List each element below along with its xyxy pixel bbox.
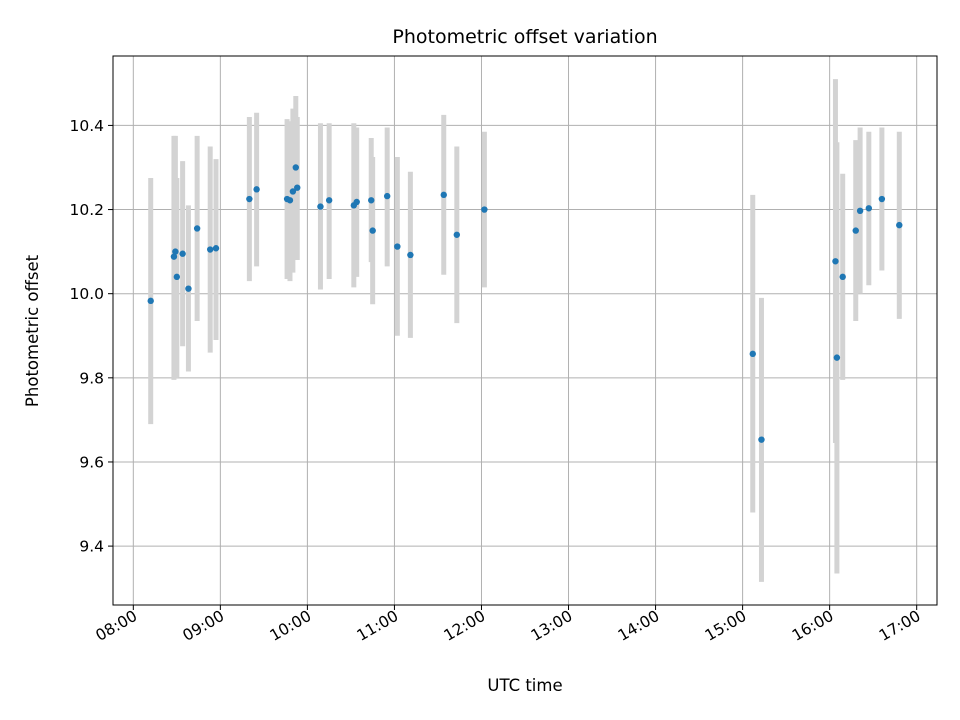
data-point xyxy=(185,285,192,292)
data-point xyxy=(147,297,154,305)
data-point xyxy=(172,248,179,255)
chart-title: Photometric offset variation xyxy=(392,26,657,48)
data-point xyxy=(749,350,756,358)
data-point xyxy=(394,243,401,250)
y-axis-ticks: 9.4 9.6 9.8 10.0 10.2 10.4 xyxy=(69,117,113,556)
data-point xyxy=(383,192,391,200)
y-tick-label: 10.2 xyxy=(69,201,104,219)
data-point xyxy=(368,197,375,204)
x-axis-label: UTC time xyxy=(487,676,562,695)
data-point xyxy=(856,207,864,215)
y-tick-label: 9.8 xyxy=(79,369,104,387)
data-point xyxy=(878,195,886,203)
data-point xyxy=(206,246,214,253)
data-point xyxy=(246,195,253,203)
data-point xyxy=(369,227,376,234)
data-point xyxy=(317,203,324,210)
data-point xyxy=(289,188,297,195)
y-tick-label: 9.6 xyxy=(79,453,104,471)
data-point xyxy=(832,258,839,265)
data-point xyxy=(839,273,846,281)
y-tick-label: 10.4 xyxy=(69,117,104,135)
data-point xyxy=(758,436,765,443)
data-point xyxy=(453,231,461,238)
data-point xyxy=(833,354,841,361)
data-point xyxy=(193,225,201,232)
data-point xyxy=(865,205,873,212)
data-points xyxy=(147,164,903,443)
data-point xyxy=(407,251,414,259)
data-point xyxy=(481,206,488,213)
data-point xyxy=(353,198,360,206)
data-point xyxy=(292,164,299,171)
data-point xyxy=(179,250,186,257)
y-tick-label: 9.4 xyxy=(79,538,104,556)
data-point xyxy=(173,273,181,281)
data-point xyxy=(170,253,178,260)
plot-frame xyxy=(112,55,938,606)
data-point xyxy=(286,197,294,204)
y-axis-label: Photometric offset xyxy=(23,254,42,407)
y-tick-label: 10.0 xyxy=(69,285,104,303)
data-point xyxy=(852,227,859,234)
data-point xyxy=(294,184,301,191)
data-point xyxy=(325,197,333,204)
data-point xyxy=(896,221,903,229)
data-point xyxy=(440,191,447,199)
data-point xyxy=(212,245,220,252)
plot-area xyxy=(113,56,937,605)
data-point xyxy=(253,186,260,193)
